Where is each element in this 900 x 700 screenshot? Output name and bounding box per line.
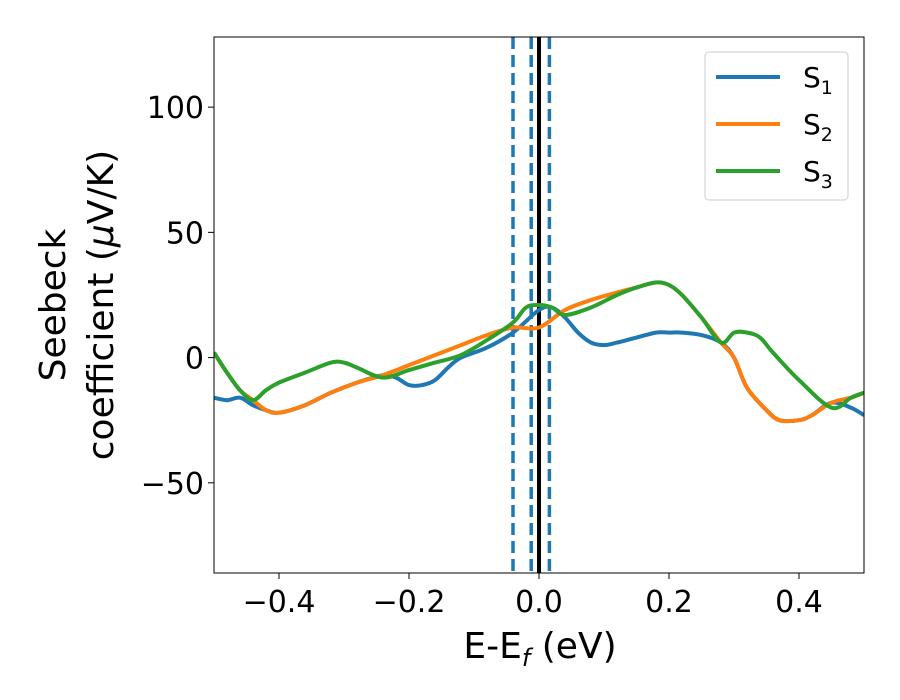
y-axis-ticks: −50 0 50 100 <box>141 91 214 502</box>
x-tick-label: −0.4 <box>243 585 316 620</box>
series-line-s2 <box>214 280 864 424</box>
y-tick-label: 50 <box>166 216 204 251</box>
x-axis-label-main: E-E <box>463 626 521 667</box>
x-axis-label: E-Ef (eV) <box>463 626 616 672</box>
legend-label-sub: 1 <box>821 77 833 99</box>
legend-label-sub: 3 <box>821 171 833 193</box>
y-tick-label: 100 <box>147 91 204 126</box>
x-tick-label: 0.0 <box>515 585 563 620</box>
y-axis-label-prefix: coefficient ( <box>81 247 122 460</box>
series-line-s3 <box>214 280 864 411</box>
y-tick-label: 0 <box>185 342 204 377</box>
x-tick-label: 0.2 <box>645 585 693 620</box>
y-axis-label-line2: coefficient (μV/K) <box>81 150 122 460</box>
y-tick-label: −50 <box>141 467 204 502</box>
legend-label-s1: S1 <box>803 61 833 99</box>
legend-label-main: S <box>803 155 821 188</box>
x-axis-ticks: −0.4 −0.2 0.0 0.2 0.4 <box>243 573 823 620</box>
legend-label-s2: S2 <box>803 108 833 146</box>
legend-label-main: S <box>803 61 821 94</box>
x-tick-label: −0.2 <box>373 585 446 620</box>
legend-label-s3: S3 <box>803 155 833 193</box>
y-axis-label-unit: V/K) <box>81 150 122 224</box>
x-tick-label: 0.4 <box>775 585 823 620</box>
legend-label-main: S <box>803 108 821 141</box>
x-axis-label-unit: (eV) <box>530 626 616 667</box>
y-axis-label-mu: μ <box>81 224 122 248</box>
legend-label-sub: 2 <box>821 124 833 146</box>
y-axis-label-line1: Seebeck <box>33 228 74 381</box>
series-lines <box>214 280 864 424</box>
